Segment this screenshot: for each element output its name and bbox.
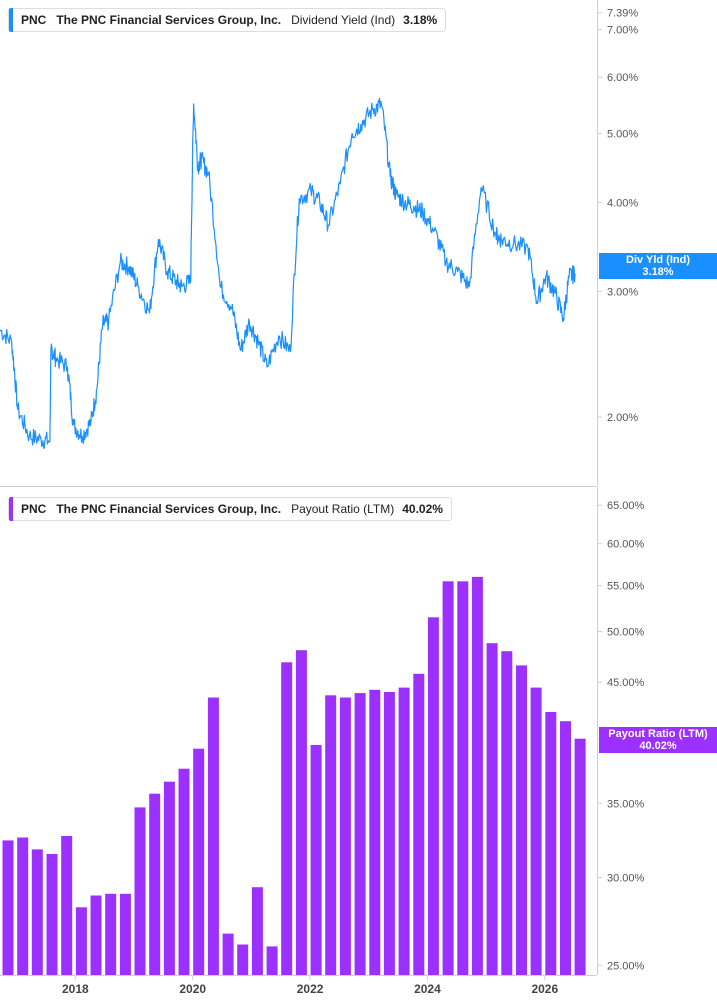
top-tag-label: Div Yld (Ind) [626, 254, 690, 266]
payout-ratio-bar [516, 665, 527, 975]
top-tick-label: 5.00% [607, 129, 638, 141]
payout-ratio-bar [119, 893, 131, 975]
payout-ratio-bar [354, 693, 366, 975]
bottom-legend-metric: Payout Ratio (LTM) [291, 502, 395, 516]
top-tick-label: 7.00% [607, 24, 638, 36]
top-legend-ticker: PNC [21, 13, 47, 27]
payout-ratio-bar [134, 807, 146, 975]
payout-ratio-bar [178, 768, 190, 975]
top-tick-label: 7.39% [607, 8, 638, 20]
x-tick-label: 2024 [414, 982, 441, 996]
payout-ratio-bar [295, 650, 307, 975]
payout-ratio-bar [560, 721, 571, 975]
top-panel: 7.39% 7.00% 6.00% 5.00% 4.00% 3.00% 2.00% [0, 0, 638, 487]
top-legend-metric: Dividend Yield (Ind) [291, 13, 396, 27]
payout-ratio-bar [31, 849, 43, 975]
payout-ratio-bar [457, 581, 469, 975]
payout-ratio-bar [413, 673, 425, 975]
x-tick-label: 2020 [179, 982, 206, 996]
bottom-tick-label: 35.00% [607, 798, 645, 810]
bottom-value-tag: Payout Ratio (LTM) 40.02% [599, 727, 717, 753]
payout-ratio-bar [486, 643, 498, 975]
top-tick-label: 4.00% [607, 198, 638, 210]
x-axis: 2018 2020 2022 2024 2026 [62, 975, 558, 996]
bottom-tag-label: Payout Ratio (LTM) [608, 728, 708, 740]
payout-ratio-bar [266, 946, 278, 975]
top-tick-label: 6.00% [607, 72, 638, 84]
payout-ratio-bar [545, 712, 557, 975]
payout-ratio-bar [398, 687, 410, 975]
payout-ratio-bar [369, 689, 381, 975]
payout-ratio-bars [2, 576, 586, 975]
payout-ratio-bar [46, 854, 58, 975]
payout-ratio-bar [530, 687, 542, 975]
top-legend-company: The PNC Financial Services Group, Inc. [56, 13, 282, 27]
payout-ratio-bar [90, 895, 102, 975]
top-legend: PNC The PNC Financial Services Group, In… [8, 8, 447, 32]
payout-ratio-bar [281, 662, 293, 975]
payout-ratio-bar [310, 745, 322, 975]
payout-ratio-bar [427, 617, 439, 975]
bottom-tick-label: 65.00% [607, 500, 645, 512]
payout-ratio-bar [237, 944, 249, 975]
payout-ratio-bar [193, 748, 205, 975]
payout-ratio-bar [2, 840, 14, 975]
bottom-tick-label: 45.00% [607, 677, 645, 689]
top-legend-value: 3.18% [403, 13, 438, 27]
payout-ratio-bar [75, 907, 87, 975]
x-tick-label: 2018 [62, 982, 89, 996]
top-tag-value: 3.18% [642, 266, 674, 278]
payout-ratio-bar [325, 695, 337, 975]
payout-ratio-bar [61, 836, 73, 975]
bottom-legend-swatch [9, 497, 13, 521]
payout-ratio-bar [17, 837, 29, 975]
bottom-legend-value: 40.02% [402, 502, 443, 516]
x-tick-label: 2026 [531, 982, 558, 996]
top-tick-label: 2.00% [607, 412, 638, 424]
payout-ratio-bar [163, 781, 175, 975]
bottom-legend-ticker: PNC [21, 502, 47, 516]
payout-ratio-bar [149, 793, 161, 975]
payout-ratio-bar [442, 581, 454, 975]
dividend-yield-line [0, 97, 576, 450]
bottom-tag-value: 40.02% [639, 740, 677, 752]
payout-ratio-bar [383, 692, 395, 975]
payout-ratio-bar [222, 933, 234, 975]
bottom-legend: PNC The PNC Financial Services Group, In… [8, 497, 452, 521]
payout-ratio-bar [251, 887, 263, 975]
bottom-tick-label: 25.00% [607, 960, 645, 972]
payout-ratio-bar [339, 697, 351, 975]
payout-ratio-bar [207, 697, 219, 975]
top-tick-label: 3.00% [607, 287, 638, 299]
payout-ratio-bar [471, 576, 483, 975]
payout-ratio-bar [105, 893, 117, 975]
bottom-panel: 65.00%60.00%55.00%50.00%45.00%40.00%35.0… [0, 487, 645, 996]
top-legend-swatch [9, 8, 13, 32]
bottom-tick-label: 50.00% [607, 627, 645, 639]
top-value-tag: Div Yld (Ind) 3.18% [599, 253, 717, 279]
payout-ratio-bar [574, 738, 586, 975]
top-y-axis: 7.39% 7.00% 6.00% 5.00% 4.00% 3.00% 2.00% [597, 8, 638, 424]
payout-ratio-bar [501, 651, 513, 975]
bottom-legend-company: The PNC Financial Services Group, Inc. [56, 502, 282, 516]
x-tick-label: 2022 [297, 982, 324, 996]
bottom-tick-label: 55.00% [607, 581, 645, 593]
bottom-tick-label: 60.00% [607, 539, 645, 551]
bottom-tick-label: 30.00% [607, 872, 645, 884]
